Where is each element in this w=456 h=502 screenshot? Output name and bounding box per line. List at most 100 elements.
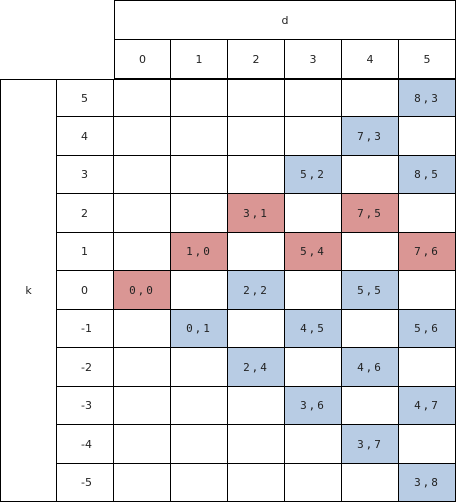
corner-blank	[0, 0, 114, 79]
grid-cell-k3-d4	[342, 156, 399, 194]
d-axis-label: d	[114, 0, 456, 40]
cell-value: 4,5	[300, 322, 326, 335]
cell-value: 1,0	[186, 245, 212, 258]
grid-cell-k5-d0	[114, 79, 171, 117]
k-row-label-5: 5	[57, 79, 114, 117]
grid-cell-k4-d2	[228, 117, 285, 156]
cell-value: 3,7	[357, 437, 383, 451]
grid-cell-k-3-d4	[342, 387, 399, 425]
grid-cell-k-3-d3: 3,6	[285, 387, 342, 425]
grid-cell-k-3-d0	[114, 387, 171, 425]
grid-cell-k-2-d2: 2,4	[228, 348, 285, 387]
cell-value: 5,2	[300, 168, 326, 181]
grid-cell-k0-d0: 0,0	[114, 271, 171, 310]
cell-value: 0,0	[129, 283, 155, 297]
grid-cell-k-4-d4: 3,7	[342, 425, 399, 464]
grid-cell-k1-d4	[342, 233, 399, 271]
grid-cell-k1-d5: 7,6	[399, 233, 456, 271]
cell-value: 2,2	[243, 283, 269, 297]
grid-cell-k-2-d5	[399, 348, 456, 387]
grid-cell-k2-d5	[399, 194, 456, 233]
grid-cell-k0-d2: 2,2	[228, 271, 285, 310]
grid-cell-k3-d0	[114, 156, 171, 194]
grid-cell-k-1-d3: 4,5	[285, 310, 342, 348]
grid-cell-k2-d3	[285, 194, 342, 233]
grid-cell-k0-d4: 5,5	[342, 271, 399, 310]
grid-cell-k4-d4: 7,3	[342, 117, 399, 156]
cell-value: 5,5	[357, 283, 383, 297]
cell-value: 0,1	[186, 322, 212, 335]
grid-cell-k-5-d0	[114, 464, 171, 502]
grid-cell-k3-d1	[171, 156, 228, 194]
grid-cell-k4-d3	[285, 117, 342, 156]
grid-cell-k4-d1	[171, 117, 228, 156]
grid-cell-k0-d1	[171, 271, 228, 310]
grid-cell-k-1-d1: 0,1	[171, 310, 228, 348]
k-axis-label: k	[0, 79, 57, 502]
grid-cell-k-3-d1	[171, 387, 228, 425]
cell-value: 5,4	[300, 245, 326, 258]
grid-cell-k-4-d2	[228, 425, 285, 464]
k-row-label-0: 0	[57, 271, 114, 310]
k-row-label--3: -3	[57, 387, 114, 425]
cell-value: 3,1	[243, 206, 269, 220]
grid-cell-k1-d2	[228, 233, 285, 271]
grid-cell-k0-d3	[285, 271, 342, 310]
cell-value: 2,4	[243, 360, 269, 374]
k-row-label--4: -4	[57, 425, 114, 464]
cell-value: 5,6	[414, 322, 440, 335]
grid-cell-k-4-d0	[114, 425, 171, 464]
grid-cell-k-1-d4	[342, 310, 399, 348]
grid-cell-k-3-d5: 4,7	[399, 387, 456, 425]
grid-cell-k0-d5	[399, 271, 456, 310]
grid-cell-k-5-d3	[285, 464, 342, 502]
grid-cell-k5-d2	[228, 79, 285, 117]
cell-value: 7,6	[414, 245, 440, 258]
grid-cell-k1-d0	[114, 233, 171, 271]
grid-cell-k1-d1: 1,0	[171, 233, 228, 271]
cell-value: 4,6	[357, 360, 383, 374]
grid-cell-k-5-d1	[171, 464, 228, 502]
grid-cell-k-4-d5	[399, 425, 456, 464]
grid-cell-k3-d3: 5,2	[285, 156, 342, 194]
cell-value: 8,3	[414, 91, 440, 105]
grid-cell-k-5-d2	[228, 464, 285, 502]
grid-cell-k-3-d2	[228, 387, 285, 425]
cell-value: 4,7	[414, 399, 440, 412]
k-row-label--2: -2	[57, 348, 114, 387]
k-row-label--5: -5	[57, 464, 114, 502]
grid-cell-k-1-d2	[228, 310, 285, 348]
cell-value: 7,5	[357, 206, 383, 220]
grid-cell-k-5-d5: 3,8	[399, 464, 456, 502]
grid-cell-k3-d2	[228, 156, 285, 194]
d-header-0: 0	[114, 40, 171, 79]
k-row-label-1: 1	[57, 233, 114, 271]
grid-cell-k4-d0	[114, 117, 171, 156]
d-header-3: 3	[285, 40, 342, 79]
d-header-4: 4	[342, 40, 399, 79]
grid-cell-k-5-d4	[342, 464, 399, 502]
k-row-label-4: 4	[57, 117, 114, 156]
d-header-1: 1	[171, 40, 228, 79]
d-header-2: 2	[228, 40, 285, 79]
grid-cell-k5-d5: 8,3	[399, 79, 456, 117]
d-header-5: 5	[399, 40, 456, 79]
cell-value: 3,6	[300, 399, 326, 412]
grid-cell-k-1-d5: 5,6	[399, 310, 456, 348]
grid-cell-k1-d3: 5,4	[285, 233, 342, 271]
k-row-label-3: 3	[57, 156, 114, 194]
k-row-label--1: -1	[57, 310, 114, 348]
grid-cell-k-4-d3	[285, 425, 342, 464]
grid-cell-k-2-d4: 4,6	[342, 348, 399, 387]
grid-cell-k5-d3	[285, 79, 342, 117]
cell-value: 7,3	[357, 129, 383, 143]
grid-cell-k-4-d1	[171, 425, 228, 464]
grid-cell-k4-d5	[399, 117, 456, 156]
grid-cell-k-2-d3	[285, 348, 342, 387]
k-row-label-2: 2	[57, 194, 114, 233]
grid-cell-k-2-d0	[114, 348, 171, 387]
grid-cell-k2-d2: 3,1	[228, 194, 285, 233]
cell-value: 3,8	[414, 476, 440, 489]
grid-cell-k2-d4: 7,5	[342, 194, 399, 233]
